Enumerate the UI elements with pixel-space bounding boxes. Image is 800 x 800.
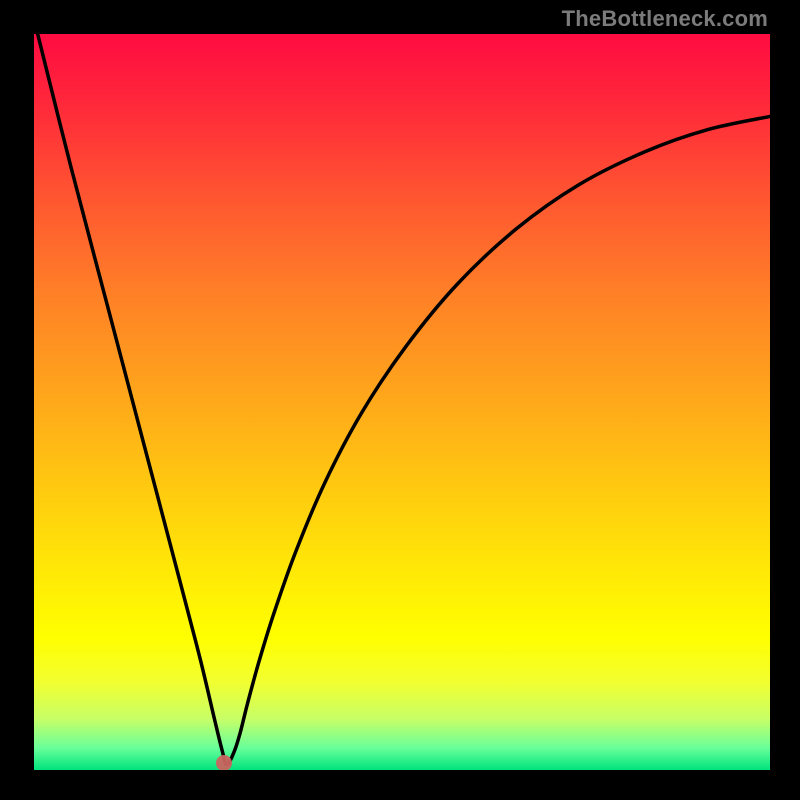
chart-stage: TheBottleneck.com [0,0,800,800]
watermark-text: TheBottleneck.com [562,6,768,31]
gradient-background [34,34,770,770]
watermark-label: TheBottleneck.com [562,6,768,32]
minimum-marker [216,755,232,770]
chart-area [34,34,770,770]
